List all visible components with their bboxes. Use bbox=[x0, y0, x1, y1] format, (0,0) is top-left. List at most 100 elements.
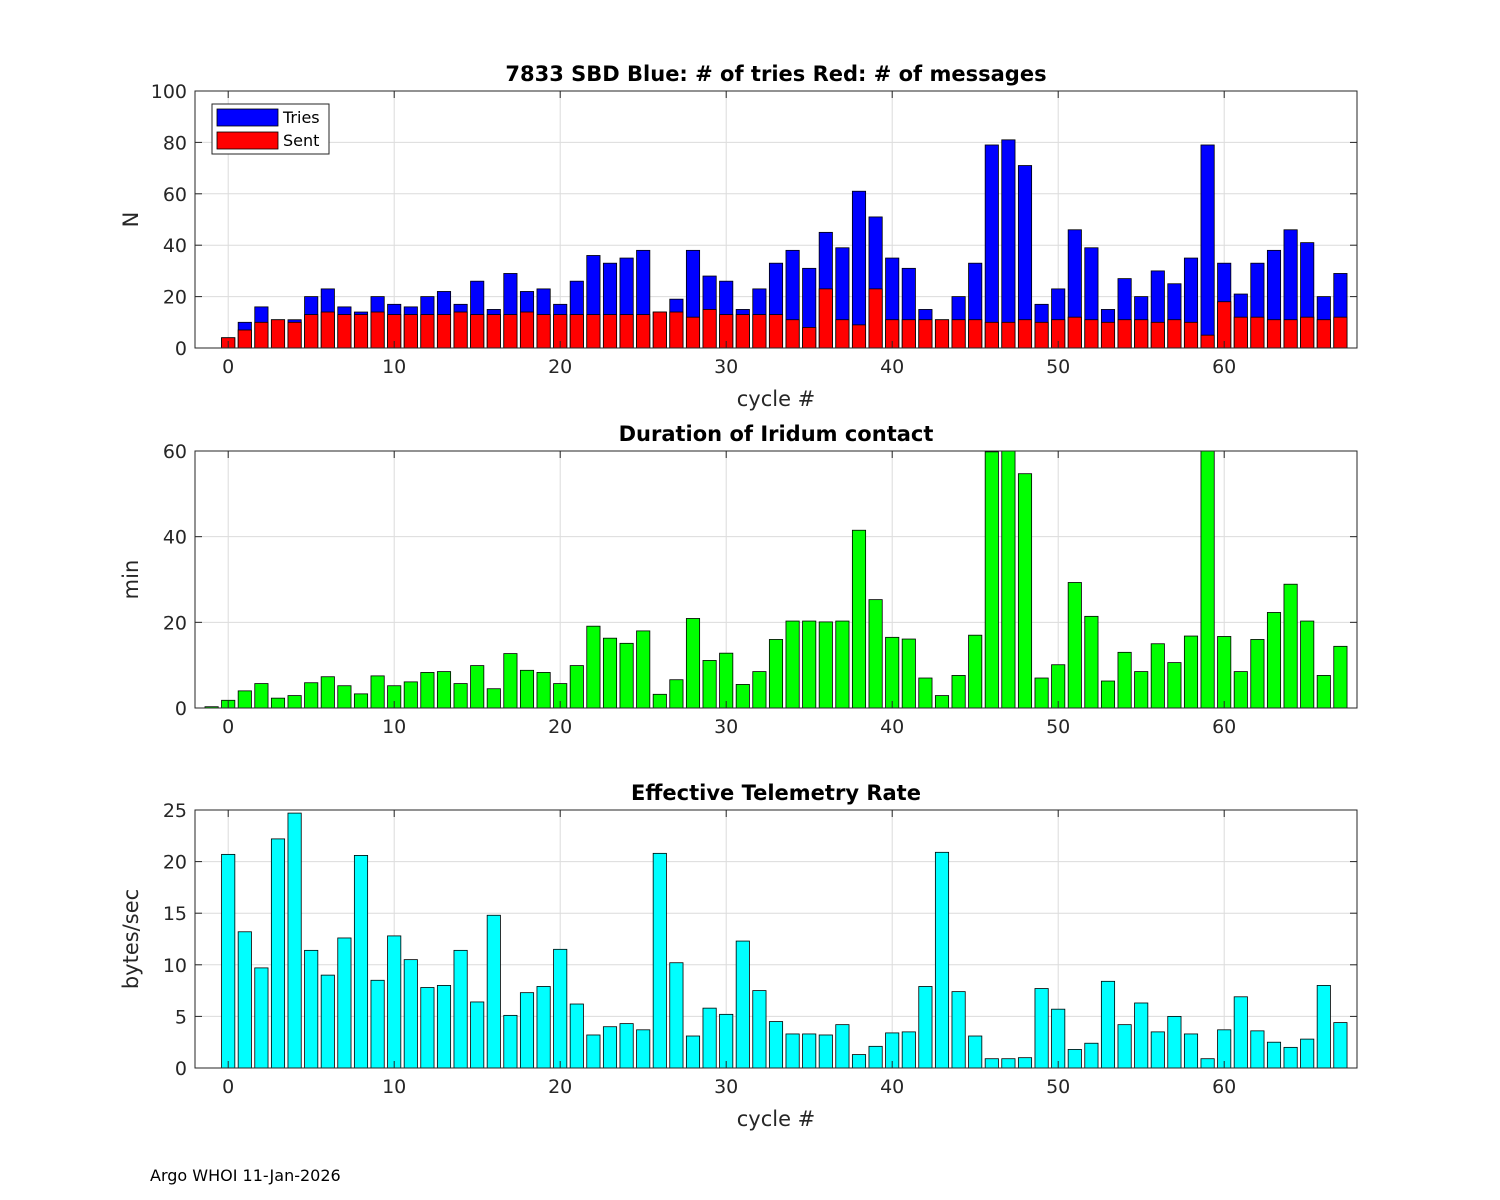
chart1-bar-sent bbox=[968, 319, 983, 349]
chart3-x-tick-label: 50 bbox=[1046, 1076, 1070, 1098]
chart3-bar bbox=[586, 1034, 601, 1069]
chart1-bar-sent bbox=[503, 314, 518, 349]
chart3-y-tick-label: 5 bbox=[175, 1006, 187, 1028]
chart1-bar-sent bbox=[1034, 321, 1049, 349]
chart3-bar bbox=[1017, 1057, 1033, 1069]
chart3-bar bbox=[470, 1001, 485, 1069]
chart1-bar-sent bbox=[370, 311, 385, 349]
chart2-bar bbox=[968, 634, 983, 709]
chart2-y-axis-label: min bbox=[119, 560, 143, 600]
chart1-title: 7833 SBD Blue: # of tries Red: # of mess… bbox=[505, 62, 1046, 86]
chart1-x-tick-label: 50 bbox=[1046, 356, 1070, 378]
chart2-bar bbox=[951, 675, 966, 709]
chart3-bar bbox=[901, 1031, 916, 1069]
chart1-bar-sent bbox=[254, 321, 269, 349]
chart1-bar-sent bbox=[403, 314, 418, 349]
chart2-bar bbox=[1150, 643, 1165, 709]
chart2-y-tick-label: 60 bbox=[163, 441, 187, 463]
chart3-bar bbox=[669, 962, 684, 1069]
chart3-x-tick-label: 20 bbox=[548, 1076, 572, 1098]
chart1-bar-sent bbox=[1183, 321, 1199, 349]
chart2-bar bbox=[1316, 675, 1331, 709]
chart1-y-axis-label: N bbox=[119, 212, 143, 228]
chart3-bar bbox=[619, 1023, 634, 1069]
chart2-bar bbox=[337, 685, 352, 709]
chart3-bar bbox=[1300, 1038, 1315, 1069]
chart2-bar bbox=[1183, 635, 1199, 709]
chart2-bar bbox=[237, 690, 252, 709]
chart2-bar bbox=[586, 625, 601, 709]
chart2-x-tick-label: 20 bbox=[548, 716, 572, 738]
chart1-bar-sent bbox=[237, 329, 252, 349]
chart2-bar bbox=[735, 684, 750, 709]
chart2-bar bbox=[918, 677, 933, 709]
chart1-bar-sent bbox=[1333, 316, 1348, 349]
chart2-axes-frame bbox=[194, 450, 1358, 709]
chart2-bar bbox=[984, 451, 999, 709]
chart2-bar bbox=[420, 672, 435, 709]
chart1-y-tick-label: 20 bbox=[163, 287, 187, 309]
chart2-x-tick-label: 50 bbox=[1046, 716, 1070, 738]
chart2-bar bbox=[486, 688, 501, 709]
chart2-x-tick-label: 30 bbox=[714, 716, 738, 738]
chart1-bar-sent bbox=[1266, 319, 1282, 349]
chart2-bar bbox=[1300, 620, 1315, 709]
chart2-bar bbox=[436, 671, 452, 709]
chart3-bar bbox=[685, 1035, 701, 1069]
chart2-bar bbox=[270, 697, 286, 709]
chart3-bar bbox=[221, 853, 236, 1069]
chart1-axes-frame bbox=[194, 90, 1358, 349]
chart1-bar-sent bbox=[304, 314, 319, 349]
chart3-bar bbox=[1266, 1041, 1282, 1069]
chart2-bar bbox=[835, 620, 850, 709]
chart1-bar-sent bbox=[1316, 319, 1331, 349]
chart3-bar bbox=[420, 987, 435, 1069]
chart3-bar bbox=[1233, 996, 1248, 1069]
chart1-legend-label-sent: Sent bbox=[283, 131, 319, 150]
chart3-bar bbox=[1067, 1049, 1082, 1069]
chart1-x-tick-label: 0 bbox=[222, 356, 234, 378]
chart3-x-tick-label: 60 bbox=[1212, 1076, 1236, 1098]
chart3-bar bbox=[1001, 1058, 1016, 1069]
chart2-bar bbox=[636, 630, 651, 709]
chart2-bar bbox=[702, 660, 717, 709]
chart1-bar-sent bbox=[802, 327, 817, 349]
chart2-bar bbox=[470, 665, 485, 709]
chart1-bar-sent bbox=[270, 319, 286, 349]
chart3-x-tick-label: 10 bbox=[382, 1076, 406, 1098]
chart3-bar bbox=[851, 1054, 867, 1069]
chart2-bar bbox=[320, 676, 335, 709]
chart3-bar bbox=[735, 940, 750, 1069]
chart1-x-tick-label: 60 bbox=[1212, 356, 1236, 378]
chart1-bar-sent bbox=[436, 314, 452, 349]
chart3-y-tick-label: 20 bbox=[163, 852, 187, 874]
chart1-bar-sent bbox=[486, 314, 501, 349]
chart3-bar bbox=[918, 986, 933, 1069]
chart1-bar-sent bbox=[918, 319, 933, 349]
chart1-bar-sent bbox=[702, 309, 717, 349]
chart2-bar bbox=[287, 695, 302, 709]
chart2-bar bbox=[1283, 583, 1298, 709]
chart1-bar-sent bbox=[1167, 319, 1182, 349]
chart3-y-tick-label: 15 bbox=[163, 903, 187, 925]
chart1-bar-sent bbox=[320, 311, 335, 349]
chart2-bar bbox=[802, 620, 817, 709]
chart3-bar bbox=[1183, 1033, 1199, 1069]
chart2-bar bbox=[353, 693, 369, 709]
chart2-bar bbox=[719, 652, 734, 709]
chart3-bar bbox=[536, 986, 551, 1069]
chart1-bar-sent bbox=[602, 314, 618, 349]
chart3-bar bbox=[752, 990, 767, 1069]
chart2-bar bbox=[1217, 636, 1232, 709]
chart3-bar bbox=[835, 1024, 850, 1069]
chart3-bar bbox=[868, 1045, 883, 1069]
chart2-bar bbox=[1233, 671, 1248, 709]
chart3-bar bbox=[602, 1026, 618, 1069]
chart1-bar-sent bbox=[569, 314, 584, 349]
chart2-bar bbox=[752, 671, 767, 709]
chart1-bar-sent bbox=[1134, 319, 1149, 349]
chart3-bar bbox=[719, 1013, 734, 1069]
chart3-bar bbox=[237, 931, 252, 1069]
chart1-x-tick-label: 40 bbox=[880, 356, 904, 378]
